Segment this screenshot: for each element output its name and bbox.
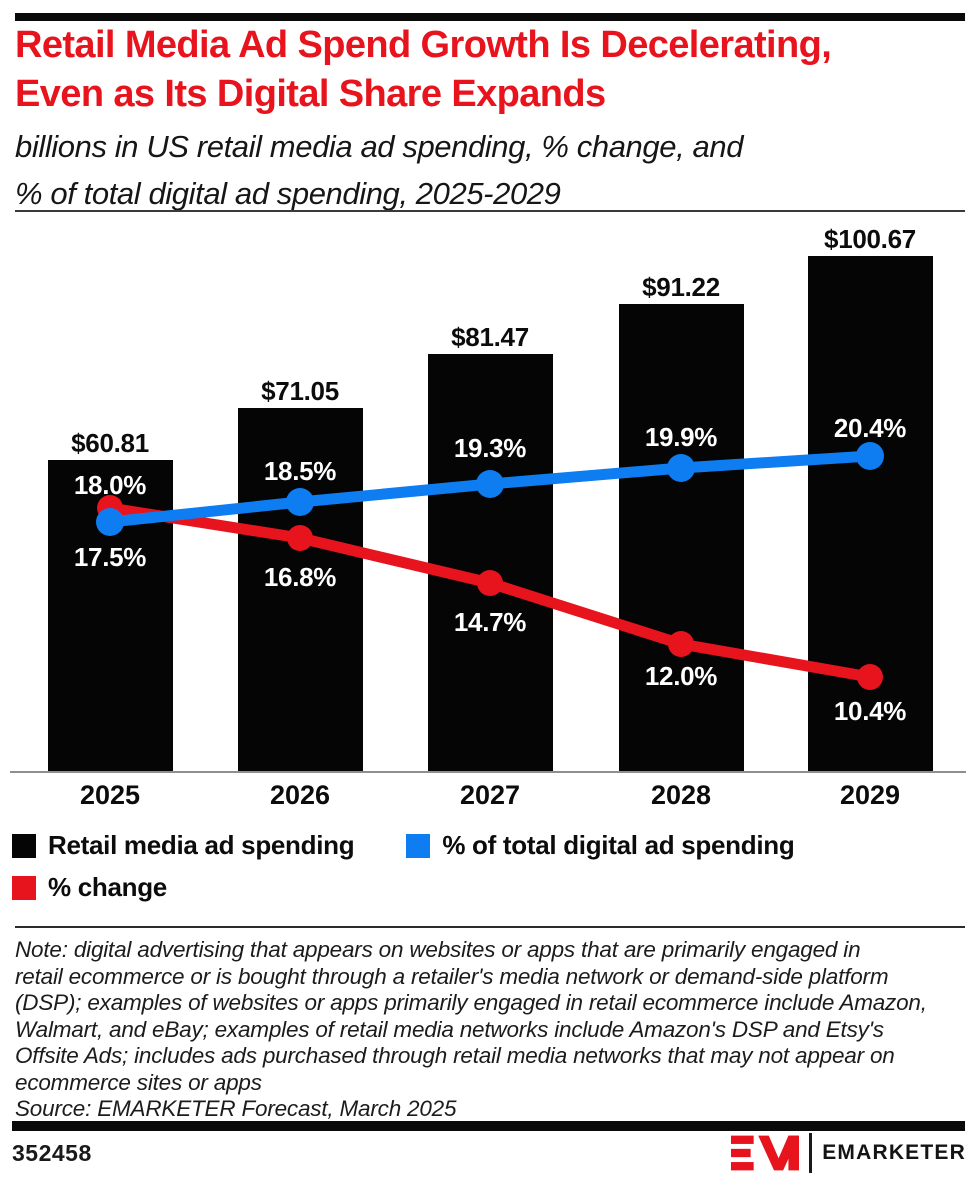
legend-row-2: % change	[12, 872, 167, 903]
legend-item-retail-media-ad-spending: Retail media ad spending	[12, 830, 355, 861]
note-line: Note: digital advertising that appears o…	[15, 937, 861, 962]
pct-of-digital-point-2027	[476, 470, 504, 498]
pct-of-digital-point-2029	[856, 442, 884, 470]
x-axis-label-2026: 2026	[269, 780, 331, 810]
bar-2026	[237, 407, 363, 771]
pct-of-digital-label-2027: 19.3%	[453, 433, 527, 463]
pct-of-digital-point-2028	[667, 454, 695, 482]
pct-of-digital-point-2025	[96, 508, 124, 536]
legend-swatch-black	[12, 833, 36, 858]
pct-change-point-2027	[477, 570, 503, 596]
legend-divider	[15, 926, 965, 928]
subtitle-line-2: % of total digital ad spending, 2025-202…	[15, 176, 561, 211]
subtitle-line-1: billions in US retail media ad spending,…	[15, 129, 744, 164]
legend-swatch-blue	[406, 833, 431, 858]
brand-name: EMARKETER	[822, 1141, 966, 1164]
legend-label: % of total digital ad spending	[442, 830, 795, 860]
chart-id: 352458	[12, 1140, 92, 1166]
pct-of-digital-label-2026: 18.5%	[263, 456, 337, 486]
x-axis-label-2027: 2027	[459, 780, 521, 810]
brand-divider	[809, 1133, 813, 1173]
x-axis-line	[10, 771, 966, 773]
legend-label: Retail media ad spending	[48, 830, 355, 860]
brand-lockup: EMARKETER	[731, 1132, 966, 1174]
note-line: Walmart, and eBay; examples of retail me…	[15, 1016, 884, 1042]
legend-row-1: Retail media ad spending % of total digi…	[12, 830, 795, 861]
top-rule	[15, 13, 965, 21]
title-line-1: Retail Media Ad Spend Growth Is Decelera…	[15, 24, 832, 66]
pct-of-digital-label-2025: 18.0%	[73, 470, 147, 500]
pct-of-digital-point-2026	[286, 488, 314, 516]
x-axis-label-2029: 2029	[839, 780, 901, 810]
pct-change-label-2028: 12.0%	[644, 661, 718, 691]
legend-swatch-red	[12, 875, 36, 900]
legend-item-pct-of-total-digital: % of total digital ad spending	[406, 830, 795, 861]
pct-of-digital-label-2029: 20.4%	[833, 413, 907, 443]
pct-change-label-2025: 17.5%	[73, 542, 147, 572]
bar-2027	[427, 354, 553, 771]
bar-2028	[618, 304, 744, 771]
note-line: ecommerce sites or apps	[15, 1069, 262, 1095]
source-line: Source: EMARKETER Forecast, March 2025	[15, 1096, 457, 1121]
bar-value-label-2028: $91.22	[642, 272, 720, 303]
pct-change-label-2027: 14.7%	[453, 607, 527, 637]
combo-chart: $60.81 2025 $71.05 2026 $81.47 2027 $91.22 2028…	[0, 213, 980, 813]
x-axis-label-2025: 2025	[79, 780, 141, 810]
legend-item-pct-change: % change	[12, 872, 167, 903]
x-axis-label-2028: 2028	[650, 780, 712, 810]
bar-value-label-2026: $71.05	[261, 375, 339, 406]
pct-change-point-2029	[857, 664, 883, 690]
bar-value-label-2027: $81.47	[451, 322, 529, 353]
note-line: Offsite Ads; includes ads purchased thro…	[15, 1043, 895, 1068]
page-subtitle: billions in US retail media ad spending,…	[15, 123, 965, 217]
bar-value-label-2029: $100.67	[824, 224, 916, 255]
header-divider	[15, 210, 965, 212]
line-series-layer	[96, 442, 884, 690]
bar-value-label-2025: $60.81	[71, 427, 149, 458]
footer-rule	[12, 1121, 965, 1131]
pct-of-digital-label-2028: 19.9%	[644, 422, 718, 452]
emarketer-logo-icon	[731, 1135, 800, 1171]
title-line-2: Even as Its Digital Share Expands	[15, 73, 606, 115]
legend-label: % change	[48, 872, 167, 902]
note-line: (DSP); examples of websites or apps prim…	[15, 990, 927, 1015]
pct-change-label-2026: 16.8%	[263, 562, 337, 592]
pct-change-point-2028	[668, 631, 694, 657]
note-line: retail ecommerce or is bought through a …	[15, 963, 889, 989]
note-block: Note: digital advertising that appears o…	[15, 937, 975, 1123]
page-title: Retail Media Ad Spend Growth Is Decelera…	[15, 21, 965, 119]
pct-change-label-2029: 10.4%	[833, 696, 907, 726]
pct-change-point-2026	[287, 525, 313, 551]
